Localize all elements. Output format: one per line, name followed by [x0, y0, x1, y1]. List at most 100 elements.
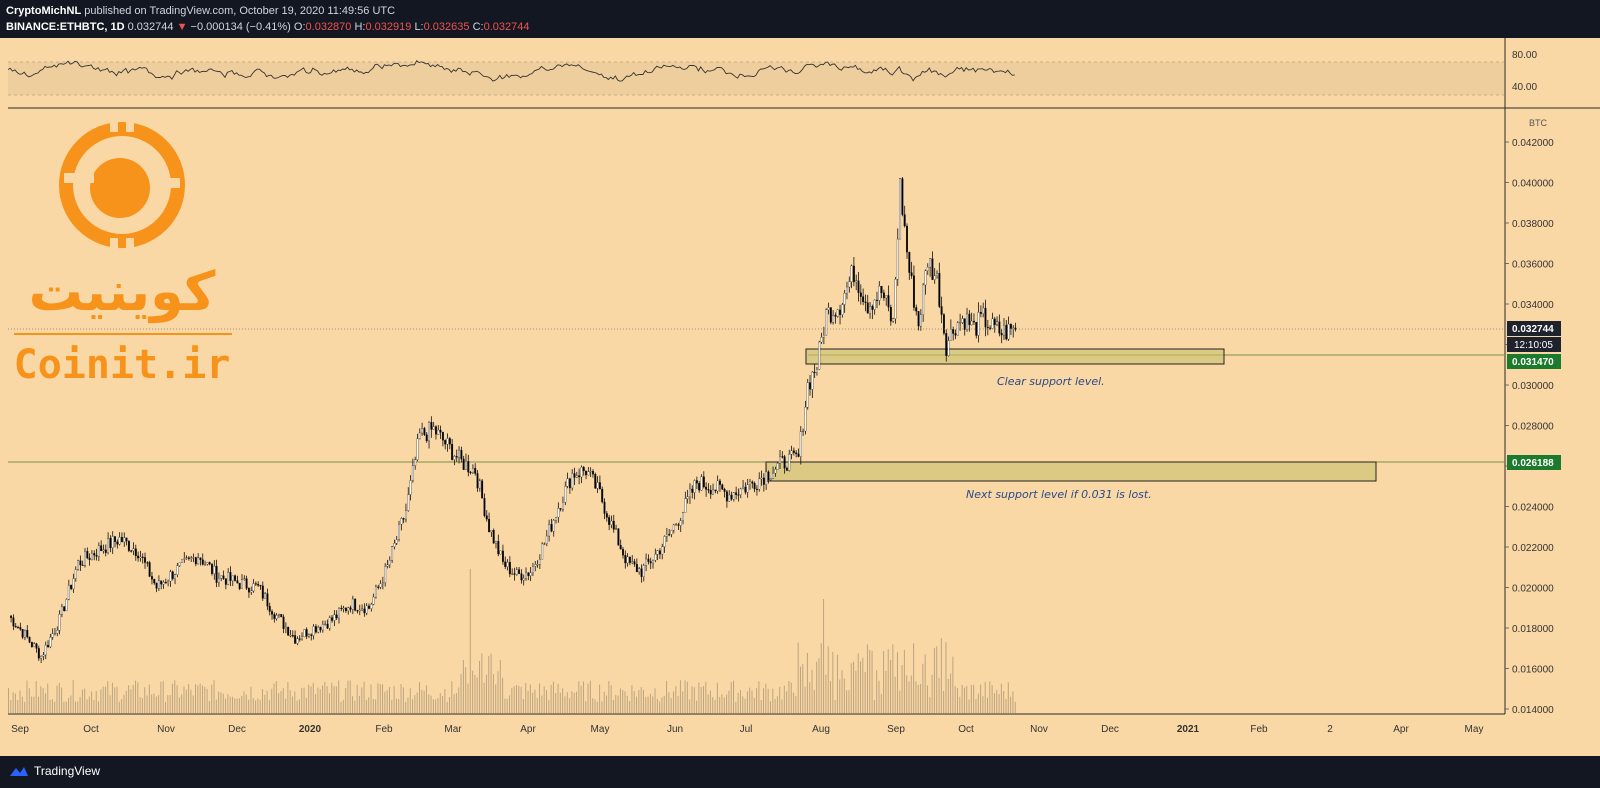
volume-bar: [379, 684, 381, 714]
volume-bar: [587, 683, 589, 714]
volume-bar: [933, 647, 935, 714]
candle-body: [594, 474, 597, 489]
candle-body: [287, 626, 290, 636]
candle-body: [855, 280, 858, 283]
volume-bar: [49, 699, 51, 714]
candle-body: [945, 333, 948, 356]
candle-body: [626, 556, 629, 564]
volume-bar: [596, 701, 598, 714]
candle-body: [628, 556, 631, 563]
volume-bar: [42, 688, 44, 714]
footer-brand[interactable]: TradingView: [34, 764, 101, 778]
ohlc-line: BINANCE:ETHBTC, 1D 0.032744 ▼ −0.000134 …: [6, 21, 529, 33]
tradingview-logo-icon[interactable]: [8, 764, 30, 780]
volume-bar: [880, 693, 882, 714]
volume-bar: [222, 693, 224, 714]
candle-body: [167, 581, 170, 583]
candle-body: [453, 456, 456, 460]
candle-body: [181, 559, 183, 563]
candle-body: [642, 565, 645, 577]
volume-bar: [54, 701, 56, 714]
volume-bar: [160, 681, 162, 714]
support2-zone[interactable]: [765, 461, 1377, 482]
candle-body: [492, 530, 495, 544]
volume-bar: [305, 697, 307, 714]
volume-bar: [760, 700, 762, 714]
volume-bar: [938, 677, 940, 714]
volume-bar: [35, 681, 37, 714]
volume-bar: [86, 699, 88, 714]
volume-bar: [1005, 699, 1007, 714]
y-tick-label: 0.022000: [1512, 543, 1554, 554]
candle-body: [695, 480, 698, 484]
volume-bar: [104, 686, 106, 714]
candle-body: [56, 630, 59, 634]
x-tick-label: 2021: [1177, 724, 1200, 735]
author-name[interactable]: CryptoMichNL: [6, 5, 82, 17]
volume-bar: [855, 670, 857, 714]
candle-body: [887, 295, 890, 308]
candle-body: [949, 329, 952, 341]
volume-bar: [128, 685, 130, 714]
volume-bar: [816, 661, 818, 714]
support2-price-tag-text: 0.026188: [1512, 458, 1554, 469]
volume-bar: [345, 687, 347, 714]
price-chart[interactable]: BTC 80.00 40.00 0.042000 0.040000 0.038000…: [0, 38, 1600, 756]
volume-bar: [453, 694, 455, 714]
volume-bar: [1014, 701, 1016, 714]
candle-body: [686, 496, 689, 499]
candle-body: [79, 560, 82, 566]
candle-body: [538, 559, 541, 565]
candle-body: [871, 305, 874, 310]
volume-bar: [469, 569, 471, 714]
volume-bar: [564, 696, 566, 714]
volume-bar: [562, 688, 564, 714]
symbol-label[interactable]: BINANCE:ETHBTC, 1D: [6, 21, 125, 33]
volume-bar: [684, 680, 686, 714]
volume-bar: [841, 670, 843, 714]
volume-bar: [63, 701, 65, 714]
candle-body: [451, 444, 454, 460]
volume-bar: [303, 687, 305, 714]
price-change: −0.000134 (−0.41%): [190, 21, 291, 33]
candle-body: [100, 545, 103, 552]
candle-body: [645, 558, 648, 566]
x-tick-label: Jun: [667, 724, 683, 735]
candle-body: [176, 565, 179, 575]
candle-body: [979, 312, 982, 314]
candle-body: [44, 645, 47, 656]
volume-bar: [654, 688, 656, 714]
volume-bar: [432, 699, 434, 714]
volume-bar: [248, 699, 250, 714]
volume-bar: [51, 699, 53, 714]
volume-bar: [709, 690, 711, 714]
volume-bar: [130, 689, 132, 714]
x-tick-label: May: [1465, 724, 1484, 735]
volume-bar: [176, 685, 178, 714]
volume-bar: [21, 696, 23, 714]
candle-body: [340, 607, 343, 610]
support1-zone[interactable]: [805, 348, 1225, 365]
volume-bar: [984, 682, 986, 714]
volume-bar: [876, 670, 878, 714]
support1-price-tag: [1507, 354, 1561, 369]
volume-bar: [107, 681, 109, 714]
candle-body: [222, 575, 225, 579]
candle-body: [749, 481, 751, 485]
volume-bar: [495, 684, 497, 714]
rsi-tick-80: 80.00: [1512, 50, 1537, 61]
candle-body: [984, 307, 987, 328]
volume-bar: [409, 688, 411, 714]
volume-bar: [65, 701, 67, 714]
volume-bar: [206, 688, 208, 714]
candle-body: [719, 480, 721, 485]
volume-bar: [626, 695, 628, 714]
volume-bar: [749, 687, 751, 714]
volume-bar: [721, 694, 723, 714]
volume-bar: [989, 681, 991, 714]
support1-price-tag-text: 0.031470: [1512, 357, 1554, 368]
x-tick-label: Oct: [83, 724, 99, 735]
volume-bar: [890, 659, 892, 714]
candle-body: [187, 557, 190, 559]
candle-body: [601, 488, 604, 503]
